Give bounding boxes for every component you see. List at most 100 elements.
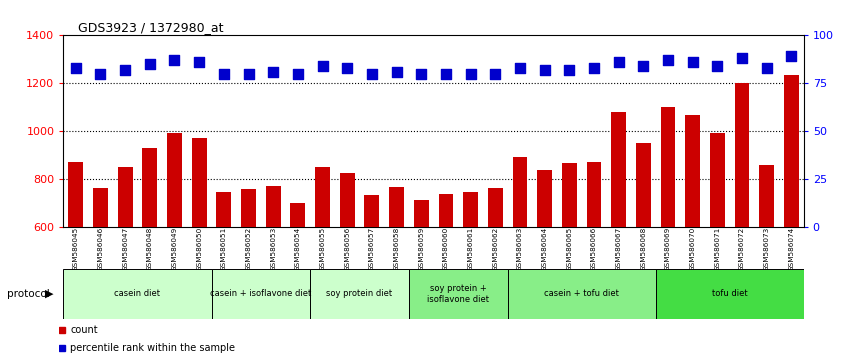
Bar bbox=[537, 170, 552, 227]
Point bbox=[69, 65, 83, 71]
Text: casein + tofu diet: casein + tofu diet bbox=[544, 289, 619, 298]
Bar bbox=[266, 186, 281, 227]
Bar bbox=[784, 75, 799, 227]
Point bbox=[365, 71, 379, 76]
Bar bbox=[636, 143, 651, 227]
Bar bbox=[414, 200, 429, 227]
Point bbox=[291, 71, 305, 76]
Bar bbox=[611, 112, 626, 227]
Text: GSM586057: GSM586057 bbox=[369, 227, 375, 271]
Point bbox=[168, 57, 181, 63]
Bar bbox=[463, 192, 478, 227]
Text: count: count bbox=[70, 325, 98, 335]
Text: GSM586046: GSM586046 bbox=[97, 227, 103, 271]
Point bbox=[439, 71, 453, 76]
Point bbox=[390, 69, 404, 75]
Text: GSM586074: GSM586074 bbox=[788, 227, 794, 271]
Bar bbox=[438, 194, 453, 227]
Bar bbox=[759, 165, 774, 227]
Bar bbox=[365, 195, 379, 227]
Text: casein + isoflavone diet: casein + isoflavone diet bbox=[210, 289, 311, 298]
Text: GSM586051: GSM586051 bbox=[221, 227, 227, 271]
Point bbox=[563, 67, 576, 73]
Bar bbox=[513, 157, 527, 227]
Text: GSM586045: GSM586045 bbox=[73, 227, 79, 271]
Bar bbox=[389, 187, 404, 227]
Text: GDS3923 / 1372980_at: GDS3923 / 1372980_at bbox=[78, 21, 223, 34]
FancyBboxPatch shape bbox=[63, 269, 211, 319]
Text: GSM586054: GSM586054 bbox=[295, 227, 301, 271]
FancyBboxPatch shape bbox=[310, 269, 409, 319]
Text: ▶: ▶ bbox=[45, 289, 53, 299]
Bar bbox=[488, 188, 503, 227]
Point bbox=[587, 65, 601, 71]
Point bbox=[340, 65, 354, 71]
Text: GSM586055: GSM586055 bbox=[320, 227, 326, 271]
Point bbox=[488, 71, 502, 76]
Text: GSM586066: GSM586066 bbox=[591, 227, 597, 271]
Point bbox=[217, 71, 231, 76]
Point bbox=[686, 59, 700, 65]
Text: GSM586059: GSM586059 bbox=[418, 227, 424, 271]
Point bbox=[266, 69, 280, 75]
Point bbox=[514, 65, 527, 71]
Text: soy protein +
isoflavone diet: soy protein + isoflavone diet bbox=[427, 284, 489, 303]
Bar bbox=[710, 133, 725, 227]
Text: GSM586065: GSM586065 bbox=[566, 227, 572, 271]
Text: GSM586048: GSM586048 bbox=[147, 227, 153, 271]
Text: GSM586049: GSM586049 bbox=[172, 227, 178, 271]
Text: protocol: protocol bbox=[7, 289, 50, 299]
FancyBboxPatch shape bbox=[508, 269, 656, 319]
Bar bbox=[192, 138, 206, 227]
Text: percentile rank within the sample: percentile rank within the sample bbox=[70, 343, 235, 353]
Text: GSM586056: GSM586056 bbox=[344, 227, 350, 271]
Text: soy protein diet: soy protein diet bbox=[327, 289, 393, 298]
Bar bbox=[661, 107, 675, 227]
Point bbox=[784, 53, 798, 59]
Point bbox=[316, 63, 329, 69]
Text: GSM586062: GSM586062 bbox=[492, 227, 498, 271]
Text: GSM586070: GSM586070 bbox=[689, 227, 695, 271]
Text: GSM586069: GSM586069 bbox=[665, 227, 671, 271]
Bar bbox=[241, 189, 255, 227]
Text: GSM586073: GSM586073 bbox=[764, 227, 770, 271]
Text: GSM586067: GSM586067 bbox=[616, 227, 622, 271]
Point bbox=[636, 63, 650, 69]
Text: GSM586064: GSM586064 bbox=[541, 227, 547, 271]
Text: casein diet: casein diet bbox=[114, 289, 161, 298]
Bar bbox=[562, 163, 577, 227]
Bar bbox=[734, 83, 750, 227]
Point bbox=[662, 57, 675, 63]
Point bbox=[118, 67, 132, 73]
Bar bbox=[69, 162, 83, 227]
Bar bbox=[290, 202, 305, 227]
Text: GSM586061: GSM586061 bbox=[468, 227, 474, 271]
Bar bbox=[685, 115, 700, 227]
Text: GSM586063: GSM586063 bbox=[517, 227, 523, 271]
Text: GSM586047: GSM586047 bbox=[122, 227, 128, 271]
Text: GSM586072: GSM586072 bbox=[739, 227, 745, 271]
Text: GSM586053: GSM586053 bbox=[270, 227, 276, 271]
Point bbox=[192, 59, 206, 65]
Text: tofu diet: tofu diet bbox=[711, 289, 748, 298]
Point bbox=[415, 71, 428, 76]
Bar bbox=[142, 148, 157, 227]
Text: GSM586071: GSM586071 bbox=[714, 227, 720, 271]
FancyBboxPatch shape bbox=[212, 269, 310, 319]
Point bbox=[760, 65, 773, 71]
Point bbox=[735, 56, 749, 61]
Point bbox=[242, 71, 255, 76]
Point bbox=[143, 61, 157, 67]
Text: GSM586058: GSM586058 bbox=[393, 227, 399, 271]
Text: GSM586050: GSM586050 bbox=[196, 227, 202, 271]
Bar bbox=[217, 192, 231, 227]
Point bbox=[612, 59, 625, 65]
FancyBboxPatch shape bbox=[656, 269, 804, 319]
Text: GSM586052: GSM586052 bbox=[245, 227, 251, 271]
Bar bbox=[340, 173, 354, 227]
Point bbox=[464, 71, 477, 76]
Point bbox=[711, 63, 724, 69]
Bar bbox=[93, 188, 107, 227]
Text: GSM586068: GSM586068 bbox=[640, 227, 646, 271]
Text: GSM586060: GSM586060 bbox=[443, 227, 449, 271]
